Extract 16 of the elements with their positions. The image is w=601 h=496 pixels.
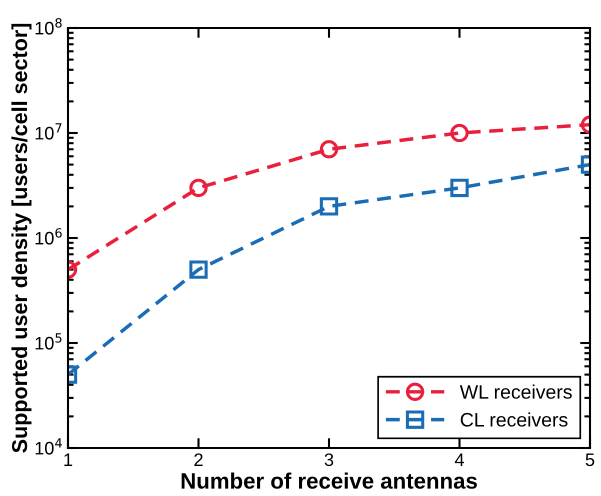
y-tick-label: 10$^{4}$: [36, 438, 62, 455]
y-tick-label: 10$^{7}$: [36, 123, 62, 140]
point: [320, 140, 338, 158]
y-tick-label: 10$^{8}$: [36, 18, 62, 35]
legend-label: WL receivers: [460, 384, 572, 399]
y-tick-label: 10$^{6}$: [36, 228, 62, 245]
x-tick-label: 2: [194, 453, 203, 466]
x-tick-label: 5: [586, 454, 594, 466]
x-tick-label: 3: [324, 453, 334, 466]
y-tick-label: 10$^{5}$: [36, 333, 62, 350]
point: [320, 197, 338, 216]
x-tick-label: 4: [454, 454, 464, 466]
y-axis-title: Supported user density [users/cell sector]: [11, 24, 32, 453]
x-tick-label: 1: [64, 454, 72, 466]
x-axis-title: Number of receive antennas: [182, 472, 477, 489]
legend-label: CL receivers: [460, 412, 568, 427]
